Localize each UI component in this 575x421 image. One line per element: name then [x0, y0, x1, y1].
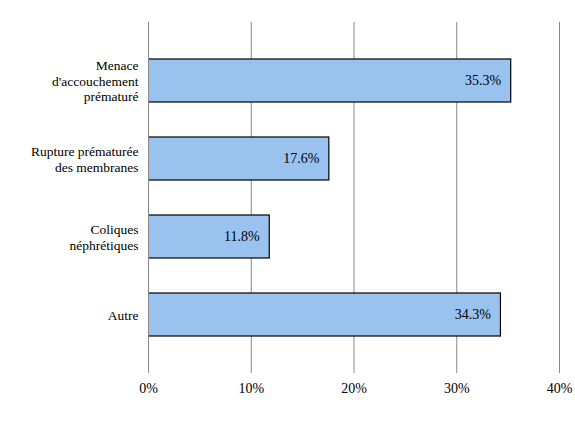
svg-text:11.8%: 11.8% [224, 229, 260, 244]
svg-text:40%: 40% [547, 381, 573, 396]
svg-text:17.6%: 17.6% [283, 151, 320, 166]
svg-text:Coliquesnéphrétiques: Coliquesnéphrétiques [70, 222, 139, 253]
svg-text:Autre: Autre [108, 308, 139, 323]
svg-text:0%: 0% [139, 381, 158, 396]
svg-text:10%: 10% [238, 381, 264, 396]
svg-text:34.3%: 34.3% [455, 307, 492, 322]
svg-text:30%: 30% [444, 381, 470, 396]
svg-text:35.3%: 35.3% [465, 73, 502, 88]
svg-text:Menaced'accouchementprématuré: Menaced'accouchementprématuré [52, 58, 139, 104]
svg-text:20%: 20% [341, 381, 367, 396]
svg-text:Rupture prématuréedes membrane: Rupture prématuréedes membranes [31, 144, 139, 175]
